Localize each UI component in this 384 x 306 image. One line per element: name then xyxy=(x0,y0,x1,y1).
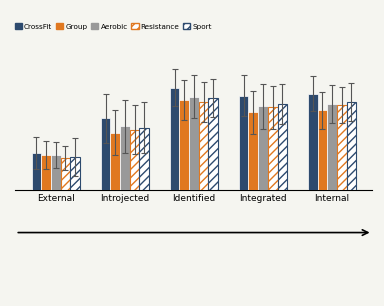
Bar xyxy=(120,126,130,190)
Bar xyxy=(308,94,318,190)
Bar xyxy=(110,132,120,190)
Bar xyxy=(327,104,337,190)
Bar xyxy=(139,128,149,190)
Bar xyxy=(70,157,80,190)
Bar xyxy=(347,102,356,190)
Bar xyxy=(51,155,61,190)
Bar xyxy=(130,129,139,190)
Bar xyxy=(179,100,189,190)
Bar xyxy=(258,106,268,190)
Bar xyxy=(199,102,209,190)
Bar xyxy=(268,107,278,190)
Bar xyxy=(337,105,347,190)
Bar xyxy=(61,158,70,190)
Bar xyxy=(278,104,287,190)
Bar xyxy=(170,88,179,190)
Bar xyxy=(239,96,248,190)
Bar xyxy=(101,118,110,190)
Bar xyxy=(189,97,199,190)
Bar xyxy=(318,110,327,190)
Bar xyxy=(41,155,51,190)
Bar xyxy=(31,153,41,190)
Bar xyxy=(209,98,218,190)
Legend: CrossFit, Group, Aerobic, Resistance, Sport: CrossFit, Group, Aerobic, Resistance, Sp… xyxy=(12,21,215,32)
Bar xyxy=(248,112,258,190)
